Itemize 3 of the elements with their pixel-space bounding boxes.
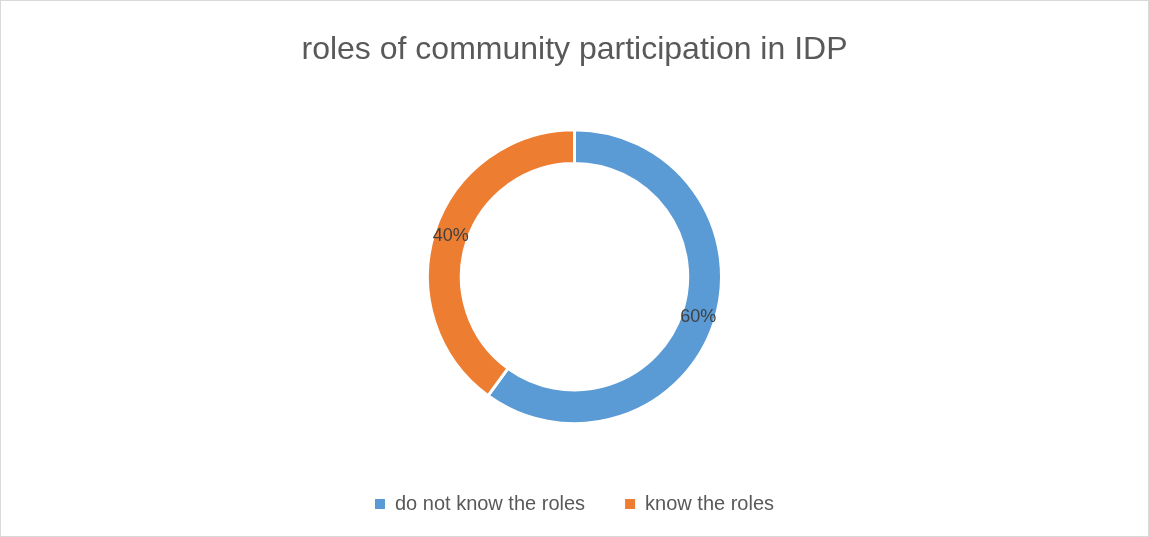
legend-label: do not know the roles [394, 491, 586, 514]
chart-title: roles of community participation in IDP [301, 30, 848, 67]
legend-label: know the roles [645, 491, 775, 514]
